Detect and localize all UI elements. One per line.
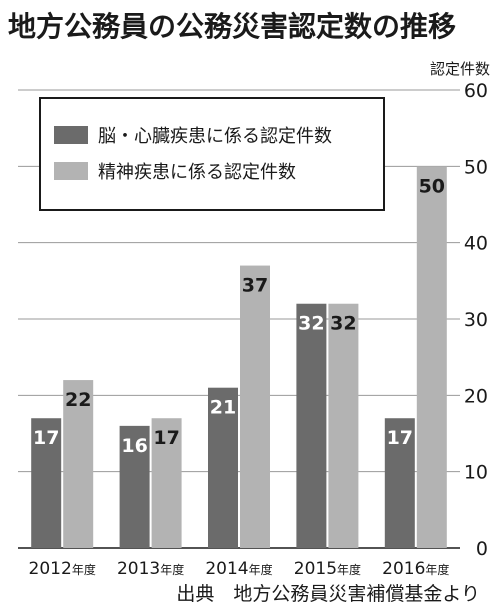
bar-mental	[151, 418, 182, 548]
bar-value-label: 21	[210, 397, 236, 419]
legend-swatch	[54, 162, 88, 180]
bar-cardio	[296, 303, 327, 548]
bar-cardio	[119, 425, 150, 548]
bar-value-label: 17	[153, 427, 179, 449]
y-tick-label: 20	[464, 385, 488, 407]
bar-value-label: 32	[330, 313, 356, 335]
bar-mental	[240, 265, 270, 548]
bar-mental	[416, 166, 447, 549]
x-tick-label: 2016年度	[382, 559, 449, 579]
bar-value-label: 22	[65, 389, 91, 411]
bar-value-label: 32	[298, 313, 324, 335]
x-tick-label: 2012年度	[29, 559, 96, 579]
bar-mental	[63, 380, 94, 548]
legend-box	[39, 97, 385, 211]
bar-mental	[328, 303, 359, 548]
y-axis-unit-label: 認定件数	[430, 60, 490, 78]
y-tick-label: 50	[464, 156, 488, 178]
bar-cardio	[208, 387, 238, 548]
y-tick-label: 0	[476, 538, 488, 560]
y-tick-label: 40	[464, 233, 488, 255]
bar-value-label: 17	[387, 427, 413, 449]
bar-value-label: 50	[419, 175, 445, 197]
bar-value-label: 16	[121, 435, 147, 457]
source-note: 出典 地方公務員災害補償基金より	[176, 583, 480, 605]
bar-cardio	[384, 418, 415, 548]
bar-value-label: 37	[242, 275, 268, 297]
x-tick-label: 2014年度	[205, 559, 272, 579]
x-tick-label: 2013年度	[117, 559, 184, 579]
y-tick-label: 60	[464, 80, 488, 102]
x-tick-label: 2015年度	[294, 559, 361, 579]
legend-label: 精神疾患に係る認定件数	[98, 162, 296, 183]
legend-label: 脳・心臓疾患に係る認定件数	[98, 126, 332, 147]
bar-cardio	[31, 418, 62, 548]
y-tick-label: 10	[464, 462, 488, 484]
y-tick-label: 30	[464, 309, 488, 331]
bar-value-label: 17	[33, 427, 59, 449]
legend-swatch	[54, 126, 88, 144]
chart-title: 地方公務員の公務災害認定数の推移	[8, 10, 456, 43]
